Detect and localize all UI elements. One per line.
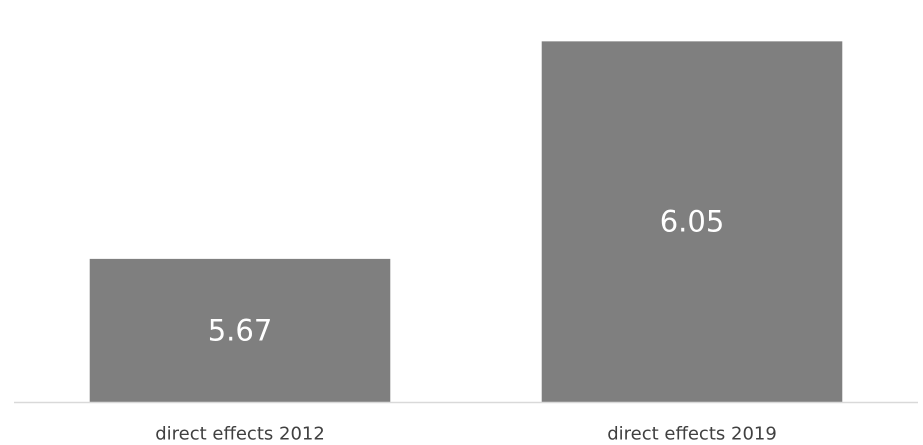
bar-1 <box>89 258 391 402</box>
category-label-2: direct effects 2019 <box>607 424 777 445</box>
category-label-1: direct effects 2012 <box>155 424 325 445</box>
bars-group <box>89 41 843 402</box>
bar-value-label-1: 5.67 <box>208 313 273 347</box>
category-labels-group: direct effects 2012 direct effects 2019 <box>155 424 777 445</box>
data-labels-group: 5.67 6.05 <box>208 205 725 348</box>
bar-2 <box>541 41 843 402</box>
bar-value-label-2: 6.05 <box>660 205 725 239</box>
